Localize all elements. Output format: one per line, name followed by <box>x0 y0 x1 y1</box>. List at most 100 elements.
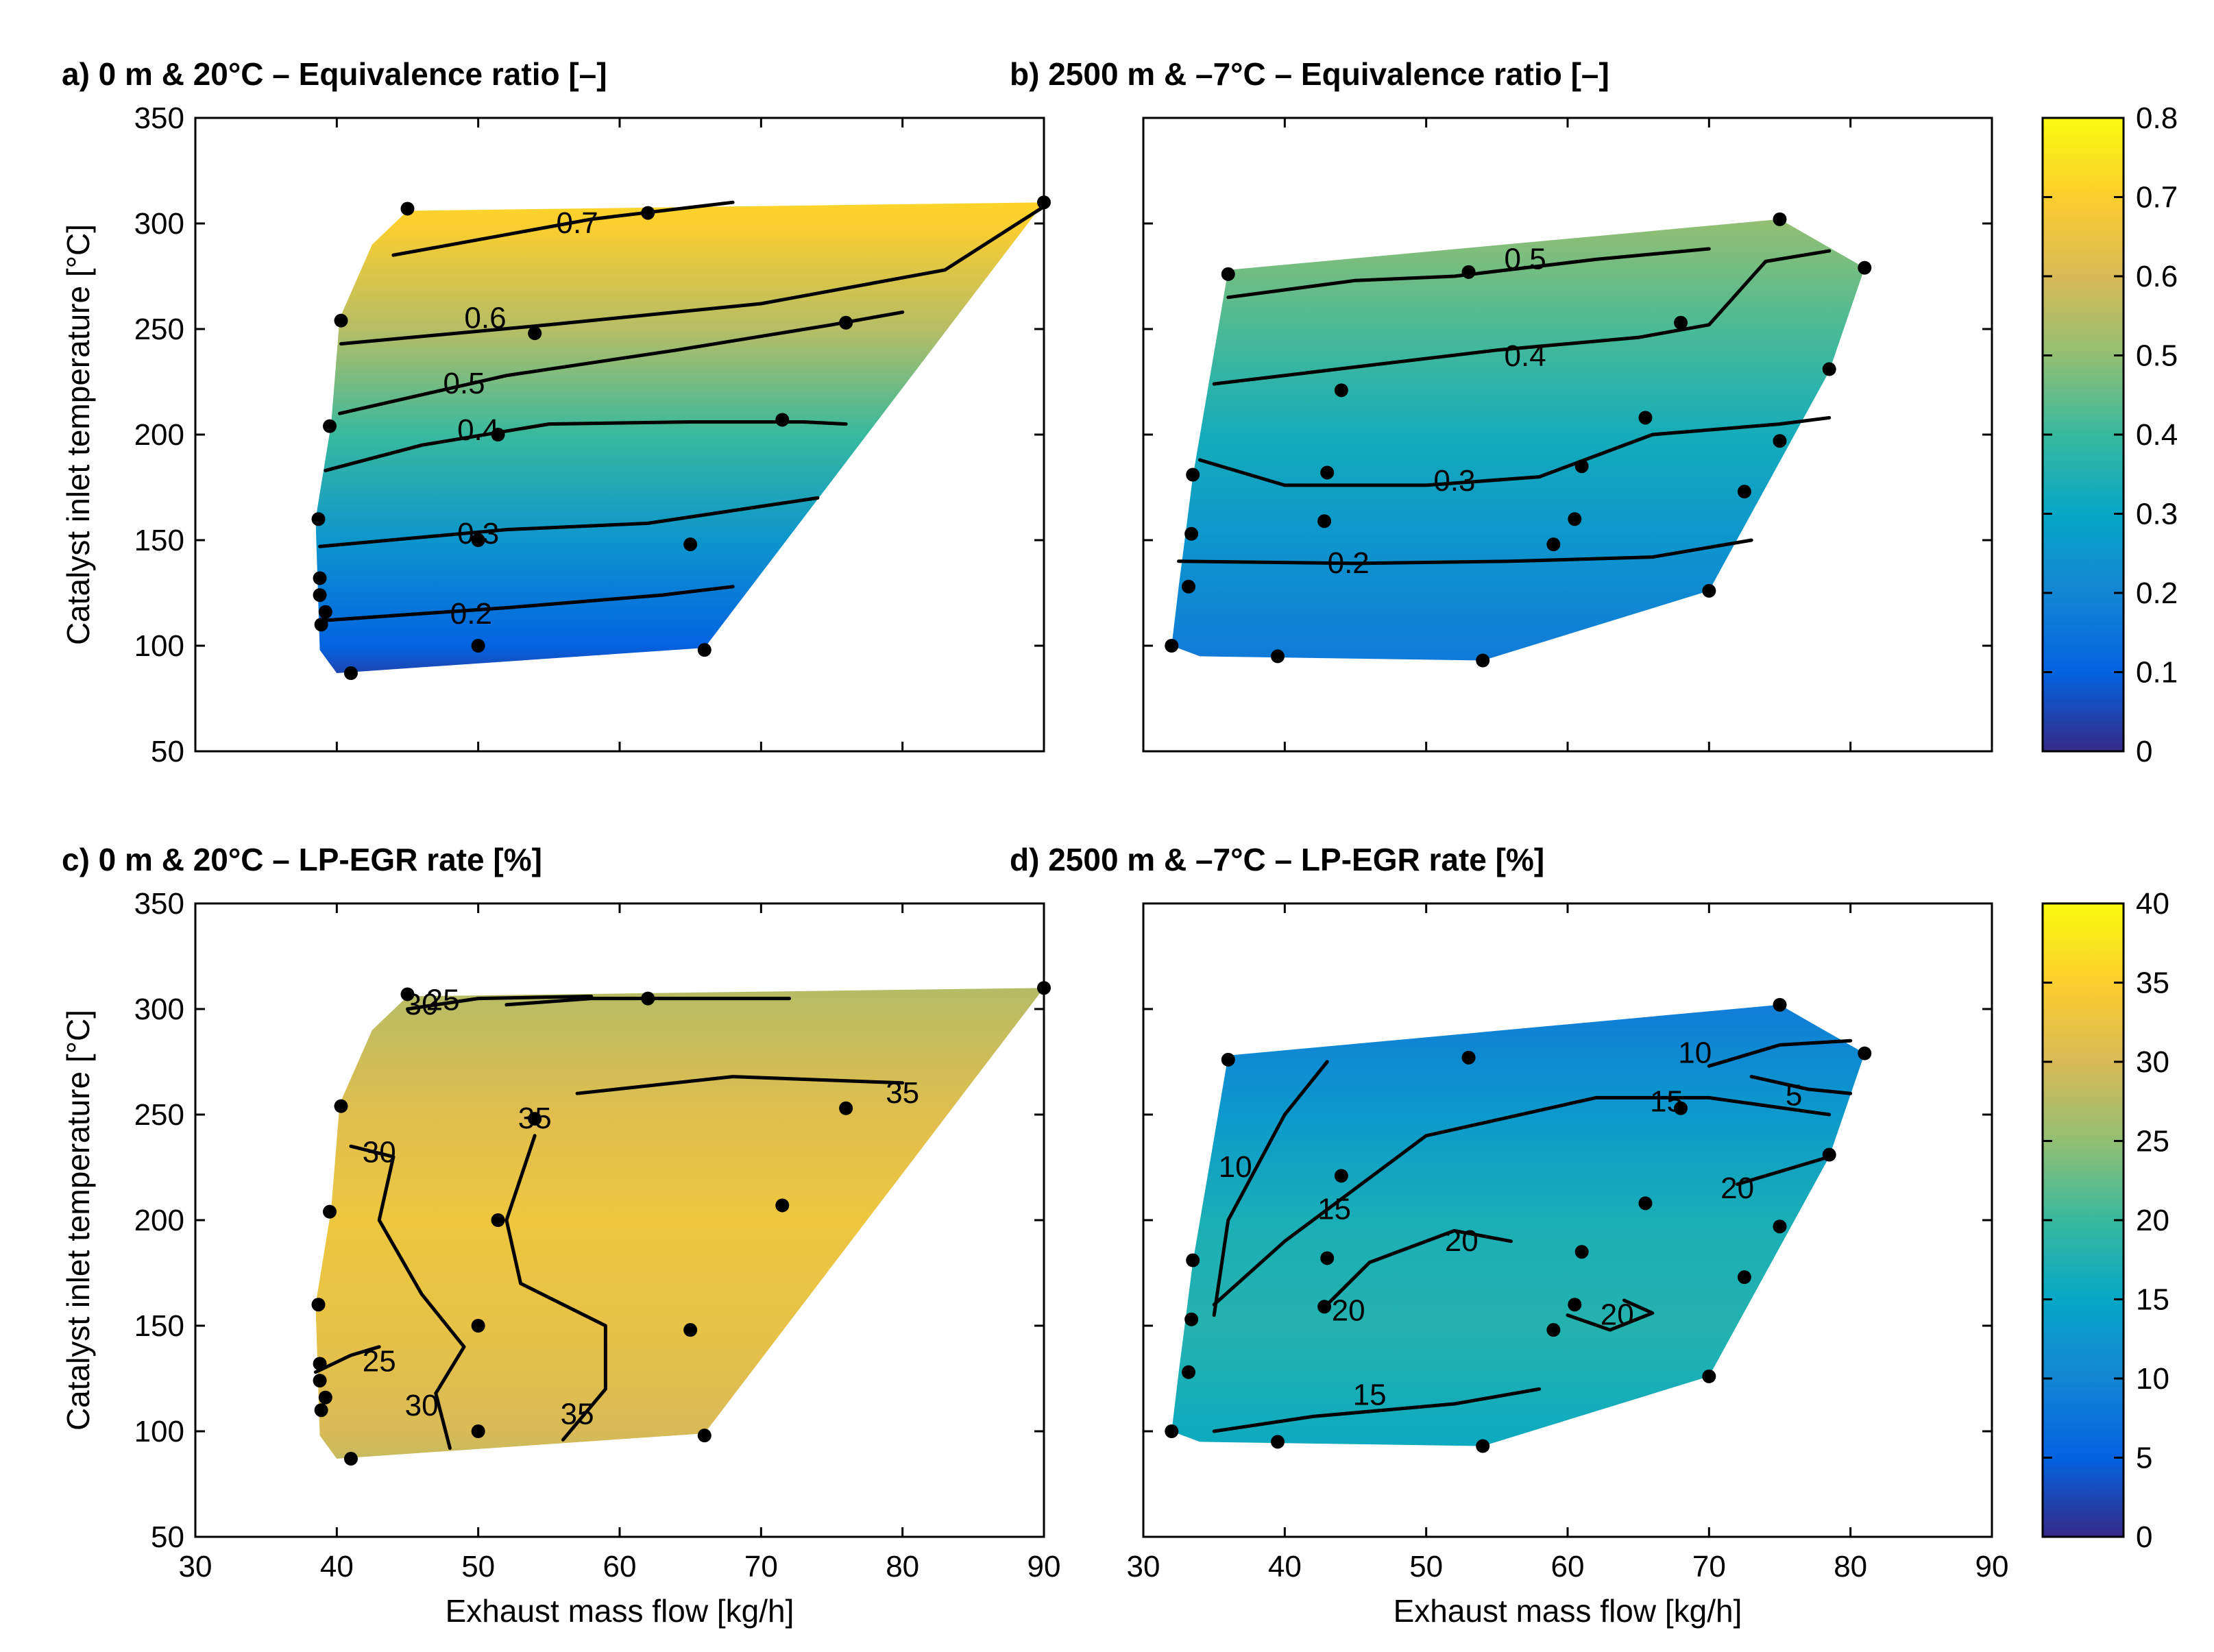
y-tick-label: 200 <box>134 418 184 452</box>
data-point <box>334 313 348 328</box>
panel-c: c) 0 m & 20°C – LP-EGR rate [%] 25 30 35 35 3… <box>60 842 1060 1629</box>
data-point <box>400 987 415 1001</box>
contour-label-d-9: 20 <box>1720 1171 1754 1205</box>
contour-line-a-5 <box>324 585 735 622</box>
y-tick-label: 50 <box>151 1520 184 1554</box>
data-point <box>323 1204 337 1219</box>
data-point <box>1184 1312 1199 1326</box>
contour-label-b-1: 0.4 <box>1505 339 1546 373</box>
contour-label-c-7: 35 <box>561 1397 594 1431</box>
colorbar-tick-label: 0 <box>2136 735 2152 768</box>
data-point <box>1476 653 1490 668</box>
x-tick-label: 70 <box>1692 1550 1726 1583</box>
data-point <box>641 991 655 1006</box>
contour-line-b-2 <box>1198 415 1832 487</box>
contour-line-a-0 <box>391 200 735 257</box>
y-axis-label-c: Catalyst inlet temperature [°C] <box>60 1010 96 1431</box>
contour-line-b-1 <box>1212 249 1832 386</box>
y-tick-label: 150 <box>134 524 184 557</box>
data-point <box>323 419 337 433</box>
colorbar-tick-label: 35 <box>2136 967 2169 1000</box>
contour-label-b-3: 0.2 <box>1328 546 1370 580</box>
data-point <box>1221 267 1235 281</box>
data-point <box>1182 579 1196 594</box>
data-point <box>311 512 326 526</box>
colorbar-tick-label: 10 <box>2136 1362 2169 1396</box>
data-point <box>1271 1435 1285 1449</box>
panel-b: b) 2500 m & –7°C – Equivalence ratio [–]… <box>1010 56 1993 753</box>
data-point <box>1221 1052 1235 1067</box>
data-point <box>697 643 711 657</box>
panel-title-d: d) 2500 m & –7°C – LP-EGR rate [%] <box>1010 842 1544 877</box>
x-axis-label-d: Exhaust mass flow [kg/h] <box>1394 1593 1742 1629</box>
data-point <box>1702 1369 1716 1383</box>
data-point <box>683 1323 698 1337</box>
contour-line-c-0 <box>406 995 594 1011</box>
contour-label-c-0: 25 <box>426 984 460 1017</box>
data-point <box>1638 411 1653 425</box>
data-point <box>1461 1050 1476 1065</box>
contour-line-d-7 <box>1736 1155 1832 1187</box>
data-point <box>775 1198 790 1213</box>
contour-label-d-0: 10 <box>1219 1150 1252 1184</box>
data-point <box>471 1319 485 1333</box>
data-point <box>1317 1300 1332 1314</box>
contour-label-a-1: 0.6 <box>464 302 506 335</box>
data-point <box>318 605 332 619</box>
data-point <box>491 428 505 441</box>
colorbar-tick-label: 20 <box>2136 1204 2169 1237</box>
colorbar-tick-label: 15 <box>2136 1283 2169 1317</box>
y-tick-label: 100 <box>134 629 184 663</box>
data-point <box>1702 583 1716 598</box>
data-point <box>839 315 853 330</box>
y-tick-label: 50 <box>151 735 184 768</box>
data-point <box>1568 512 1582 526</box>
contour-line-b-0 <box>1226 247 1711 300</box>
contour-line-c-4 <box>575 1075 905 1095</box>
colorbars: 0 0.1 0.2 0.3 0.4 0.5 0.6 0.7 0.8 0 5 10 15 20 25 30 35 4… <box>2041 101 2178 1554</box>
x-tick-label: 90 <box>1975 1550 2009 1583</box>
data-point <box>528 1112 542 1126</box>
x-axis-label-c: Exhaust mass flow [kg/h] <box>446 1593 794 1629</box>
data-point <box>1574 1245 1589 1259</box>
data-point <box>313 588 327 603</box>
data-point <box>1773 212 1787 226</box>
data-point <box>683 537 698 552</box>
data-point <box>1186 467 1200 482</box>
contour-line-b-3 <box>1177 538 1753 566</box>
panels: a) 0 m & 20°C – Equivalence ratio [–] 0.7… <box>60 56 2008 1629</box>
x-tick-label: 80 <box>886 1550 919 1583</box>
data-point <box>1574 459 1589 474</box>
data-point <box>1476 1439 1490 1453</box>
contour-label-c-5: 25 <box>363 1344 396 1378</box>
x-tick-label: 30 <box>179 1550 212 1583</box>
data-point <box>1334 1169 1348 1183</box>
contour-label-d-1: 10 <box>1678 1036 1712 1070</box>
x-tick-label: 30 <box>1127 1550 1160 1583</box>
data-point <box>1773 1219 1787 1234</box>
data-point <box>400 202 415 216</box>
data-point <box>313 1374 327 1388</box>
data-point <box>1858 1046 1872 1060</box>
colorbar-tick-label: 0.5 <box>2136 339 2178 373</box>
filled-region-b <box>1171 219 1865 661</box>
x-tick-label: 50 <box>1409 1550 1443 1583</box>
contour-label-b-2: 0.3 <box>1433 464 1475 498</box>
data-point <box>313 571 327 585</box>
data-point <box>318 1390 332 1405</box>
data-point <box>697 1429 711 1443</box>
colorbar-tick-label: 0.2 <box>2136 576 2178 610</box>
data-point <box>1165 639 1179 653</box>
data-point <box>1674 1101 1688 1115</box>
contour-line-d-6 <box>1566 1298 1655 1332</box>
data-point <box>1822 362 1836 376</box>
x-tick-label: 50 <box>461 1550 495 1583</box>
colorbar-tick-label: 5 <box>2136 1442 2152 1475</box>
data-point <box>1674 315 1688 330</box>
data-point <box>1568 1298 1582 1312</box>
colorbar-cb-top: 0 0.1 0.2 0.3 0.4 0.5 0.6 0.7 0.8 <box>2041 101 2178 768</box>
contour-label-c-4: 30 <box>363 1135 396 1169</box>
y-tick-label: 150 <box>134 1309 184 1343</box>
contour-line-a-4 <box>318 496 820 548</box>
